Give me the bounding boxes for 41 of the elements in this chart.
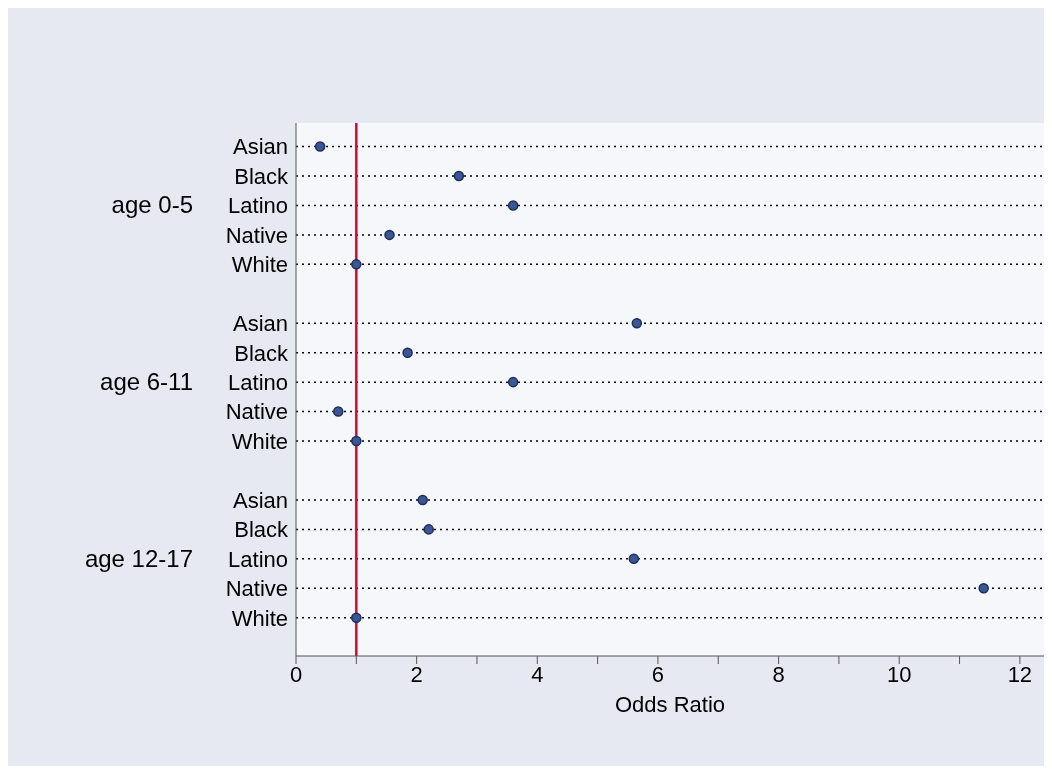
y-tick-label: Native — [225, 399, 288, 425]
x-axis-title: Odds Ratio — [614, 691, 726, 717]
point — [384, 229, 395, 241]
y-tick-label: Asian — [232, 311, 288, 337]
y-tick-label: Black — [234, 163, 289, 189]
point — [631, 317, 643, 329]
y-tick-label: White — [231, 252, 288, 278]
x-tick-label: 4 — [531, 661, 544, 687]
point — [978, 583, 989, 594]
point — [507, 376, 519, 388]
y-tick-label: Asian — [232, 134, 288, 160]
text: age 12-17 — [84, 544, 193, 573]
x-tick-label: 6 — [651, 661, 665, 687]
point — [332, 406, 344, 417]
point — [423, 524, 434, 535]
point — [351, 435, 362, 447]
y-tick-label: Black — [234, 517, 289, 543]
point — [402, 347, 413, 358]
text: age 0-5 — [111, 191, 193, 220]
y-tick-label: Latino — [228, 546, 288, 572]
y-tick-label: Asian — [232, 487, 288, 513]
y-tick-label: Black — [234, 340, 289, 366]
point — [351, 259, 362, 270]
y-tick-label: Latino — [228, 369, 288, 395]
point — [628, 553, 640, 565]
y-tick-label: White — [231, 605, 288, 631]
y-tick-label: Native — [225, 576, 288, 602]
point — [351, 612, 362, 623]
point — [417, 494, 428, 506]
point — [507, 200, 519, 211]
x-tick-label: 0 — [289, 661, 303, 687]
x-tick-label: 8 — [772, 661, 785, 687]
text: age 6-11 — [100, 368, 193, 397]
y-tick-label: Native — [225, 222, 288, 248]
x-tick-label: 12 — [1007, 661, 1033, 687]
x-tick-label: 10 — [886, 661, 912, 687]
x-tick-label: 2 — [410, 661, 423, 687]
point — [314, 141, 326, 152]
point — [453, 170, 465, 182]
y-tick-label: Latino — [228, 193, 288, 219]
y-tick-label: White — [231, 428, 288, 454]
